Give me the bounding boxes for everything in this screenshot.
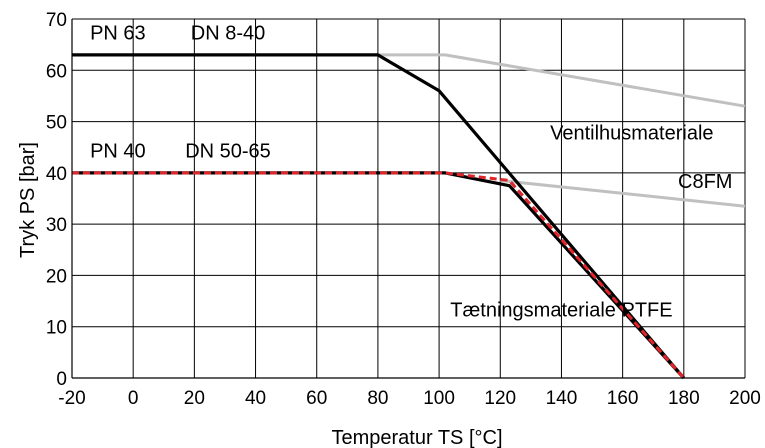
- annotation-label: Tætningsmateriale PTFE: [450, 299, 672, 321]
- y-tick-label: 70: [46, 10, 67, 31]
- y-tick-label: 50: [46, 113, 67, 134]
- annotation-label: DN 50-65: [185, 140, 271, 162]
- x-tick-label: 60: [306, 388, 327, 409]
- annotation-label: PN 63: [90, 23, 146, 45]
- x-axis-label: Temperatur TS [°C]: [331, 427, 502, 448]
- series-line-1: [377, 53, 746, 108]
- y-tick-label: 60: [46, 61, 67, 82]
- axes: [71, 19, 745, 379]
- x-tick-label: 100: [423, 388, 455, 409]
- x-tick-label: 180: [668, 388, 700, 409]
- y-tick-label: 10: [46, 318, 67, 339]
- y-tick-label: 0: [56, 369, 67, 390]
- x-tick-label: 140: [546, 388, 578, 409]
- x-tick-label: 120: [484, 388, 516, 409]
- tick-labels: -20 0 20 40 60 80 100 120 140 160 180 2000102030405…: [46, 10, 761, 409]
- series-line-2: [500, 179, 746, 208]
- y-tick-label: 30: [46, 215, 67, 236]
- x-tick-label: 200: [729, 388, 761, 409]
- x-tick-label: -20: [58, 388, 85, 409]
- series-line-3: [72, 53, 686, 380]
- annotation-label: DN 8-40: [191, 23, 265, 45]
- y-tick-label: 40: [46, 164, 67, 185]
- y-axis-label: Tryk PS [bar]: [17, 142, 39, 258]
- annotation-label: C8FM: [678, 171, 732, 193]
- annotations: PN 63 DN 8-40 PN 40 DN 50-65 Ventilhusmateri…: [90, 23, 732, 322]
- series-line-4: [72, 171, 685, 380]
- annotation-label: PN 40: [90, 140, 146, 162]
- x-tick-label: 80: [367, 388, 388, 409]
- annotation-label: Ventilhusmateriale: [550, 123, 713, 145]
- x-tick-label: 40: [245, 388, 266, 409]
- series-lines: [72, 53, 746, 380]
- x-tick-label: 20: [184, 388, 205, 409]
- x-tick-label: 160: [607, 388, 639, 409]
- x-tick-label: 0: [128, 388, 139, 409]
- y-tick-label: 20: [46, 266, 67, 287]
